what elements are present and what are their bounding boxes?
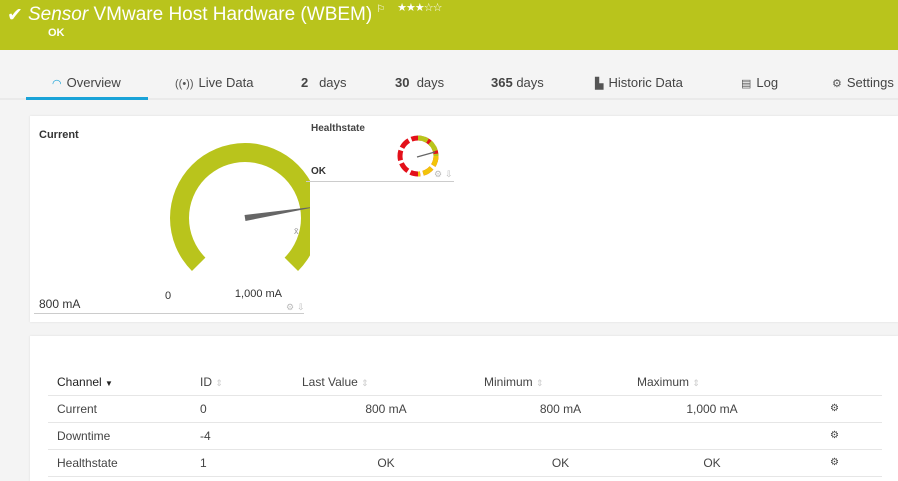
table-row[interactable]: Current 0 800 mA 800 mA 1,000 mA ⚙	[48, 395, 882, 423]
sort-icon: ⇕	[692, 378, 700, 389]
table-row[interactable]: Healthstate 1 OK OK OK ⚙	[48, 449, 882, 477]
average-marker: x̄	[294, 226, 299, 236]
cell-id: 1	[200, 449, 288, 477]
tab-log[interactable]: ▤ Log	[741, 75, 779, 90]
cell-maximum: OK	[637, 449, 787, 477]
cell-minimum: 800 mA	[484, 395, 637, 423]
cell-maximum	[637, 422, 787, 450]
flag-icon[interactable]: ⚐	[376, 4, 386, 15]
divider	[306, 181, 454, 182]
tab-historic-data[interactable]: ▙ Historic Data	[595, 75, 683, 90]
cell-last-value	[288, 422, 484, 450]
priority-stars[interactable]: ★★★☆☆	[397, 2, 442, 14]
sort-desc-icon: ▼	[105, 379, 113, 389]
current-gauge[interactable]	[130, 136, 310, 286]
channels-panel: Channel ▼ ID ⇕ Last Value ⇕ Minimum ⇕ Ma…	[30, 336, 898, 481]
gauge-max: 1,000 mA	[234, 288, 282, 300]
healthstate-value: OK	[311, 166, 326, 177]
column-minimum[interactable]: Minimum ⇕	[484, 370, 637, 396]
pin-icon[interactable]: ⇩	[445, 169, 453, 179]
tab-live-data[interactable]: ((•)) Live Data	[175, 75, 254, 90]
channel-settings-icon[interactable]: ⚙	[787, 395, 882, 423]
sensor-header: ✔ Sensor VMware Host Hardware (WBEM) ⚐ ★…	[0, 0, 898, 50]
column-last-value[interactable]: Last Value ⇕	[288, 370, 484, 396]
sort-icon: ⇕	[361, 378, 369, 389]
check-icon: ✔	[7, 5, 23, 26]
healthstate-gauge[interactable]	[395, 133, 441, 179]
broadcast-icon: ((•))	[175, 78, 194, 90]
sort-icon: ⇕	[536, 378, 544, 389]
tab-30-days[interactable]: 30 days	[395, 75, 445, 90]
channel-settings-icon[interactable]: ⚙	[787, 449, 882, 477]
sort-icon: ⇕	[215, 378, 223, 389]
column-maximum[interactable]: Maximum ⇕	[637, 370, 787, 396]
yellow-segment	[417, 155, 439, 177]
tab-bar: ◠ Overview ((•)) Live Data 2 days 30 days …	[0, 62, 898, 100]
cell-minimum	[484, 422, 637, 450]
list-icon: ▤	[741, 78, 752, 90]
tab-365-days[interactable]: 365 days	[491, 75, 544, 90]
title-row: Sensor VMware Host Hardware (WBEM) ⚐ ★★★…	[28, 2, 442, 26]
cell-id: 0	[200, 395, 288, 423]
gauge-arc	[170, 143, 310, 272]
gear-icon: ⚙	[832, 78, 842, 90]
healthstate-title: Healthstate	[311, 123, 365, 134]
tab-2-days[interactable]: 2 days	[301, 75, 347, 90]
column-channel[interactable]: Channel ▼	[48, 370, 200, 396]
gauge-title: Current	[39, 129, 79, 141]
gauge-value: 800 mA	[39, 297, 81, 311]
active-tab-indicator	[26, 97, 148, 100]
pin-icon[interactable]: ⇩	[297, 302, 305, 312]
cell-channel[interactable]: Current	[48, 395, 200, 423]
channel-settings-icon[interactable]: ⚙	[787, 422, 882, 450]
gear-icon[interactable]: ⚙	[286, 302, 295, 312]
healthstate-needle	[416, 151, 436, 158]
gauges-panel: Current x̄ 800 mA 0 1,000 mA ⚙ ⇩ Healths…	[30, 116, 898, 322]
green-segment	[417, 135, 439, 157]
channels-table: Channel ▼ ID ⇕ Last Value ⇕ Minimum ⇕ Ma…	[48, 370, 882, 477]
sensor-title: Sensor VMware Host Hardware (WBEM)	[28, 4, 373, 25]
cell-last-value: 800 mA	[288, 395, 484, 423]
cell-id: -4	[200, 422, 288, 450]
status-text: OK	[48, 27, 65, 39]
column-id[interactable]: ID ⇕	[200, 370, 288, 396]
cell-last-value: OK	[288, 449, 484, 477]
cell-channel[interactable]: Downtime	[48, 422, 200, 450]
table-row[interactable]: Downtime -4 ⚙	[48, 422, 882, 450]
gauge-min: 0	[165, 290, 172, 302]
gauge-icon: ◠	[52, 78, 62, 90]
cell-minimum: OK	[484, 449, 637, 477]
divider	[34, 313, 304, 314]
table-header: Channel ▼ ID ⇕ Last Value ⇕ Minimum ⇕ Ma…	[48, 370, 882, 396]
area-chart-icon: ▙	[595, 78, 604, 90]
tab-overview[interactable]: ◠ Overview	[52, 75, 121, 90]
gauge-needle	[244, 207, 310, 221]
tab-settings[interactable]: ⚙ Settings	[832, 75, 894, 90]
cell-maximum: 1,000 mA	[637, 395, 787, 423]
gear-icon[interactable]: ⚙	[434, 169, 443, 179]
cell-channel[interactable]: Healthstate	[48, 449, 200, 477]
